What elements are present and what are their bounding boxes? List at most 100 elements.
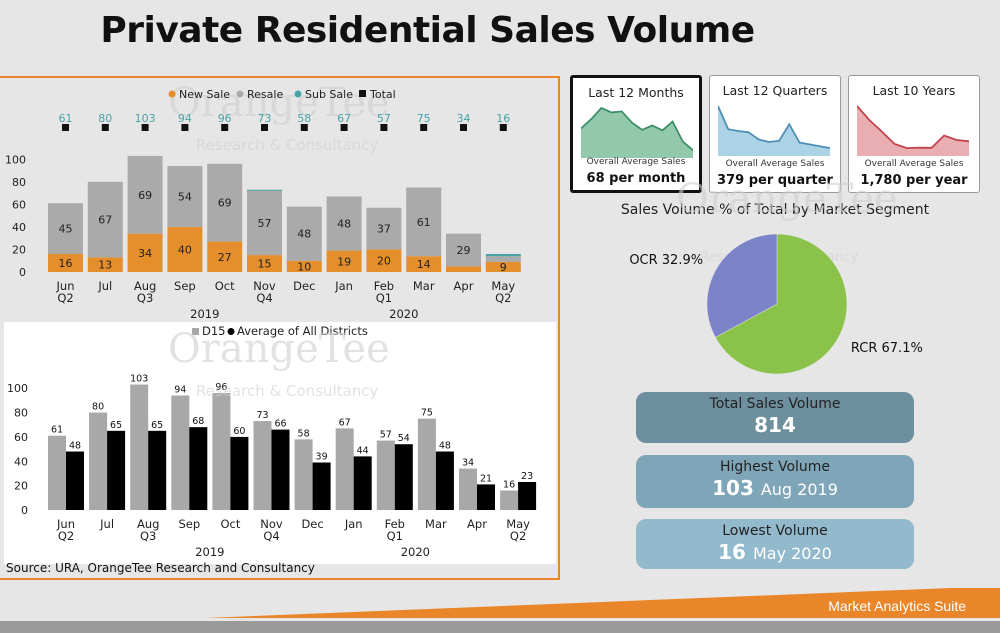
x-tick-label: Nov bbox=[253, 279, 276, 293]
data-label-new-sale: 34 bbox=[138, 247, 152, 260]
quarter-label: Q1 bbox=[376, 291, 392, 305]
year-label: 2020 bbox=[389, 307, 418, 321]
stat-value-row: 814 bbox=[636, 413, 914, 437]
x-tick-label: Nov bbox=[260, 517, 283, 531]
x-tick-label: Jan bbox=[344, 517, 363, 531]
pie-label-rcr: RCR 67.1% bbox=[851, 341, 923, 356]
bar-average bbox=[230, 436, 249, 510]
bar-resale bbox=[446, 233, 481, 267]
footer-brand: Market Analytics Suite bbox=[828, 598, 966, 614]
data-label-average: 65 bbox=[151, 420, 163, 431]
bar-d15 bbox=[171, 395, 190, 510]
data-label-new-sale: 20 bbox=[377, 255, 391, 268]
data-label-resale: 57 bbox=[258, 217, 272, 230]
data-label-average: 65 bbox=[110, 420, 122, 431]
quarter-label: Q4 bbox=[256, 291, 272, 305]
bar-average bbox=[189, 427, 208, 510]
sparkline-line bbox=[857, 105, 969, 150]
data-label-d15: 61 bbox=[51, 425, 63, 436]
total-marker bbox=[340, 124, 348, 131]
data-label-resale: 54 bbox=[178, 190, 192, 203]
stat-value-row: 103 Aug 2019 bbox=[636, 476, 914, 500]
data-label-new-sale: 9 bbox=[500, 261, 507, 274]
total-label: 16 bbox=[496, 112, 510, 125]
total-label: 57 bbox=[377, 112, 391, 125]
bar-average bbox=[148, 430, 167, 510]
kpi-card-12-months[interactable]: Last 12 Months Overall Average Sales 68 … bbox=[570, 75, 702, 193]
y-tick-label: 80 bbox=[14, 407, 28, 420]
legend-marker bbox=[227, 328, 235, 335]
total-label: 58 bbox=[297, 112, 311, 125]
highest-volume-card: Highest Volume 103 Aug 2019 bbox=[636, 455, 914, 508]
sparkline-area bbox=[581, 108, 693, 158]
total-marker bbox=[300, 124, 308, 131]
x-tick-label: Jun bbox=[56, 517, 75, 531]
bar-resale bbox=[326, 196, 362, 251]
quarter-label: Q2 bbox=[57, 291, 73, 305]
x-tick-label: May bbox=[506, 517, 530, 531]
data-label-average: 23 bbox=[521, 471, 533, 482]
stacked-bar-chart: 0 20 40 60 80 100 New Sale Resale Sub Sale Total 1… bbox=[5, 88, 521, 321]
kpi-subtitle: Overall Average Sales bbox=[864, 159, 964, 169]
charts-panel: OrangeTee Research & Consultancy 0 20 40 60… bbox=[0, 76, 560, 580]
data-label-d15: 73 bbox=[256, 410, 268, 421]
bar-new-sale bbox=[247, 255, 282, 272]
quarter-label: Q2 bbox=[510, 529, 526, 543]
total-label: 96 bbox=[218, 112, 232, 125]
data-label-average: 68 bbox=[192, 416, 204, 427]
total-marker bbox=[141, 124, 149, 131]
bar-resale bbox=[366, 207, 402, 250]
stat-value: 16 bbox=[718, 540, 746, 564]
total-marker bbox=[261, 124, 268, 131]
kpi-card-12-quarters[interactable]: Last 12 Quarters Overall Average Sales 3… bbox=[709, 75, 841, 193]
stat-label: Lowest Volume bbox=[722, 523, 828, 539]
legend-marker bbox=[359, 90, 366, 97]
bar-d15 bbox=[89, 412, 108, 510]
quarter-label: Q1 bbox=[387, 529, 403, 543]
total-label: 75 bbox=[417, 112, 431, 125]
total-label: 34 bbox=[457, 112, 471, 125]
total-marker bbox=[380, 124, 388, 131]
total-label: 103 bbox=[135, 112, 156, 125]
data-label-new-sale: 13 bbox=[98, 259, 112, 272]
y-tick-label: 20 bbox=[14, 480, 28, 493]
bar-d15 bbox=[500, 490, 519, 510]
data-label-d15: 94 bbox=[174, 384, 186, 395]
pie-slice-ocr bbox=[706, 233, 778, 338]
bar-resale bbox=[127, 155, 163, 234]
kpi-value: 1,780 per year bbox=[860, 173, 968, 188]
bar-average bbox=[353, 456, 372, 510]
bar-average bbox=[477, 484, 495, 510]
total-marker bbox=[62, 124, 69, 131]
footer-ribbon-shape bbox=[205, 588, 1000, 618]
kpi-card-10-years[interactable]: Last 10 Years Overall Average Sales 1,78… bbox=[848, 75, 980, 193]
y-tick-label: 60 bbox=[14, 431, 28, 444]
data-label-d15: 80 bbox=[92, 402, 104, 413]
bar-new-sale bbox=[167, 226, 203, 272]
quarter-label: Q3 bbox=[140, 529, 156, 543]
bar-resale bbox=[286, 206, 322, 261]
bar-d15 bbox=[253, 421, 272, 510]
bar-new-sale bbox=[485, 261, 521, 272]
legend-label: Sub Sale bbox=[305, 88, 353, 101]
data-label-new-sale: 16 bbox=[59, 257, 73, 270]
comparison-bar-chart: 0 20 40 60 80 100 D15 Average of All Districts 6… bbox=[4, 322, 556, 564]
legend-label: New Sale bbox=[179, 88, 230, 101]
data-label-d15: 57 bbox=[380, 430, 392, 441]
bar-average bbox=[312, 462, 331, 510]
bar-d15 bbox=[130, 384, 149, 510]
data-label-average: 48 bbox=[69, 441, 81, 452]
x-tick-label: Feb bbox=[385, 517, 405, 531]
y-tick-label: 0 bbox=[21, 504, 28, 517]
pie-slice-rcr bbox=[715, 233, 848, 375]
kpi-title: Last 12 Quarters bbox=[722, 83, 828, 98]
year-label: 2020 bbox=[401, 545, 430, 559]
data-label-resale: 48 bbox=[297, 228, 311, 241]
sparkline-line bbox=[718, 105, 830, 149]
x-tick-label: May bbox=[491, 279, 515, 293]
pie-chart-title: Sales Volume % of Total by Market Segmen… bbox=[620, 202, 930, 218]
y-tick-label: 20 bbox=[12, 243, 26, 256]
stat-value: 814 bbox=[754, 413, 796, 437]
y-tick-label: 100 bbox=[5, 153, 26, 166]
bar-average bbox=[435, 451, 454, 510]
